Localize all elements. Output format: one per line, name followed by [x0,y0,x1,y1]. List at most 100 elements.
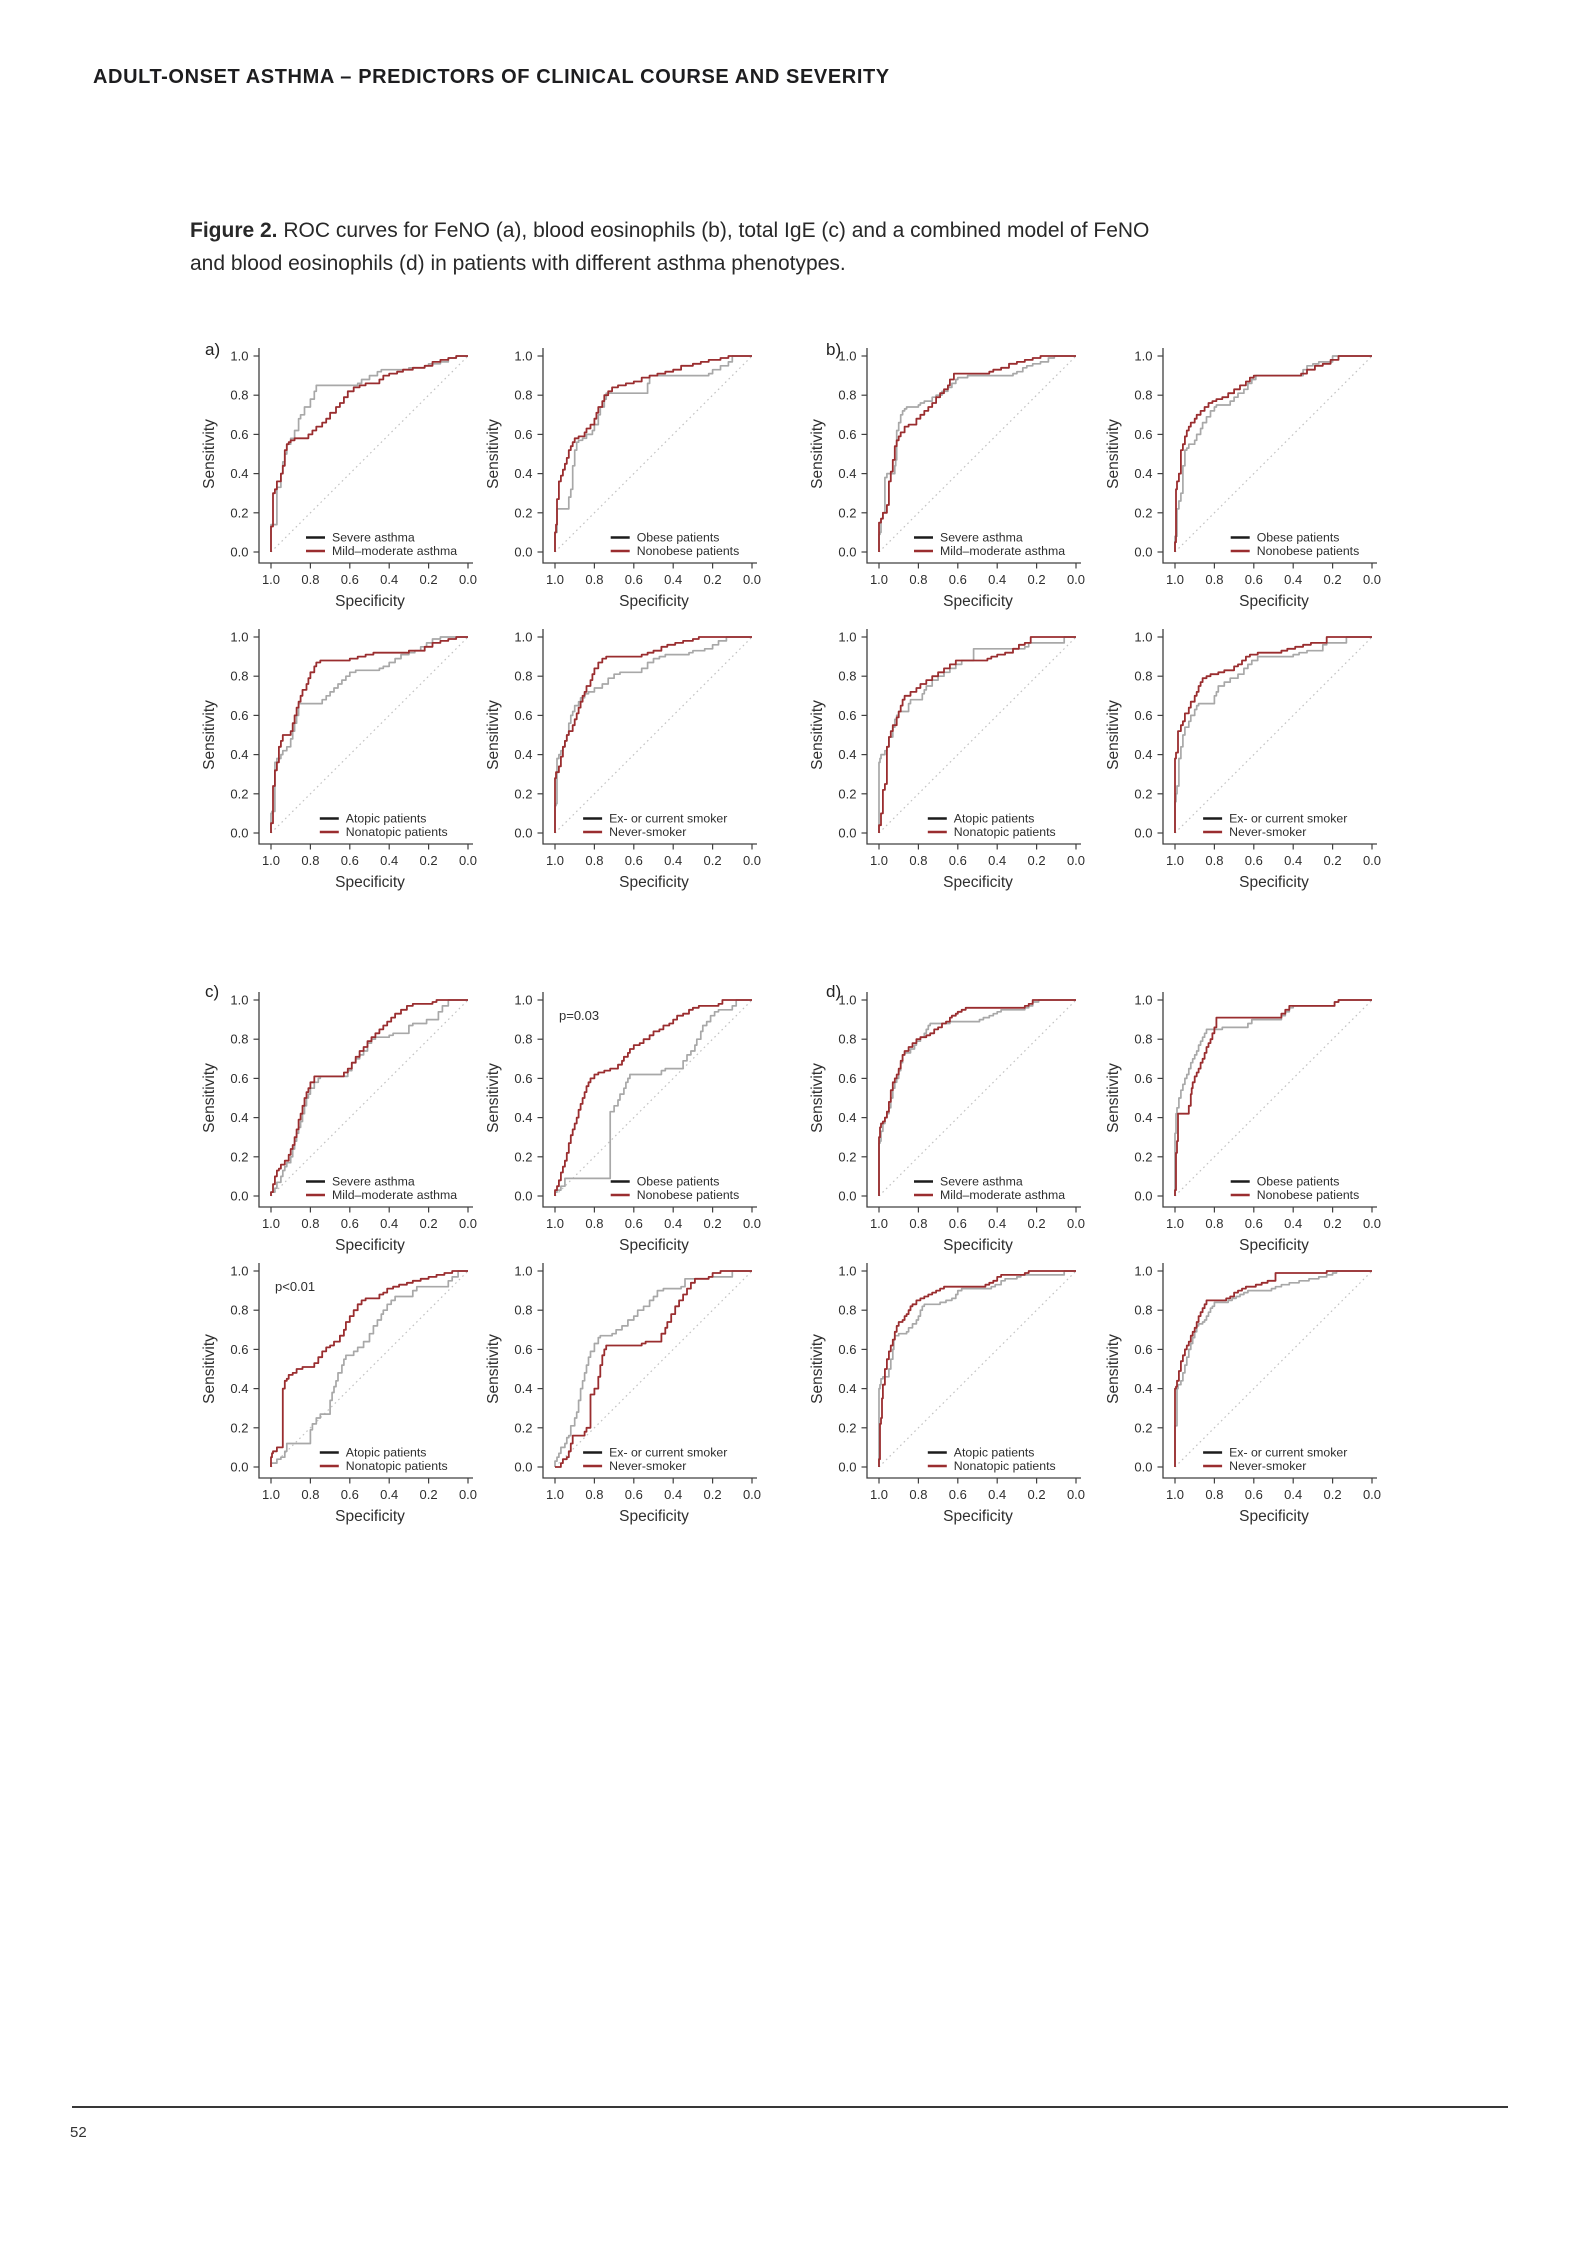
roc-plot-d-bottom-left: 0.0 0.2 0.4 0.6 0.8 1.0 1.0 0.8 0.6 0.4 0.2 0.0 Spec… [797,1251,1097,1529]
svg-text:0.6: 0.6 [230,1342,248,1357]
svg-text:0.0: 0.0 [514,1189,532,1204]
svg-text:0.0: 0.0 [230,826,248,841]
svg-text:0.4: 0.4 [380,1487,398,1502]
svg-text:0.8: 0.8 [1205,572,1223,587]
legend-label-1: Obese patients [1257,1175,1340,1189]
svg-text:0.8: 0.8 [838,669,856,684]
axes: 0.0 0.2 0.4 0.6 0.8 1.0 1.0 0.8 0.6 0.4 0.2 0.0 [230,348,477,587]
roc-curve-group1 [878,999,1076,1196]
svg-text:0.2: 0.2 [1134,786,1152,801]
legend-label-1: Obese patients [637,531,720,545]
panel-label-a: a) [205,340,221,359]
svg-text:1.0: 1.0 [870,1216,888,1231]
svg-text:0.6: 0.6 [1245,1487,1263,1502]
roc-curve-group2 [1174,636,1372,833]
axes: 0.0 0.2 0.4 0.6 0.8 1.0 1.0 0.8 0.6 0.4 0.2 0.0 [1134,629,1381,868]
svg-text:0.0: 0.0 [838,1189,856,1204]
svg-text:0.4: 0.4 [664,853,682,868]
page-number: 52 [70,2124,87,2141]
svg-text:0.0: 0.0 [1363,1216,1381,1231]
svg-text:0.6: 0.6 [514,1071,532,1086]
svg-text:1.0: 1.0 [514,630,532,645]
figure-label: Figure 2. [190,219,278,242]
legend-label-2: Mild–moderate asthma [940,544,1065,558]
svg-text:1.0: 1.0 [262,1487,280,1502]
y-axis-label: Sensitivity [1105,1063,1122,1133]
roc-curve-group2 [555,1270,752,1468]
legend-label-1: Atopic patients [954,812,1035,826]
svg-text:0.6: 0.6 [1134,427,1152,442]
svg-text:1.0: 1.0 [838,993,856,1008]
svg-text:0.8: 0.8 [1134,669,1152,684]
roc-curve-group2 [270,355,468,552]
roc-curve-group2 [270,999,468,1196]
svg-text:0.2: 0.2 [1134,1149,1152,1164]
svg-text:0.8: 0.8 [585,1216,603,1231]
roc-plot-c-bottom-left: 0.0 0.2 0.4 0.6 0.8 1.0 1.0 0.8 0.6 0.4 0.2 0.0 Spec… [189,1251,489,1529]
svg-text:0.8: 0.8 [514,669,532,684]
svg-text:0.6: 0.6 [1134,1342,1152,1357]
svg-text:0.4: 0.4 [230,1381,248,1396]
running-head: ADULT-ONSET ASTHMA – PREDICTORS OF CLINI… [93,66,890,88]
panel-label-d: d) [826,982,842,1001]
legend-label-2: Nonobese patients [637,544,740,558]
legend-label-2: Never-smoker [1229,1459,1306,1473]
svg-text:0.4: 0.4 [380,853,398,868]
svg-text:0.8: 0.8 [838,388,856,403]
legend-label-2: Nonatopic patients [346,825,448,839]
chance-diagonal [554,636,753,834]
y-axis-label: Sensitivity [485,419,502,489]
svg-text:0.2: 0.2 [838,505,856,520]
legend-label-1: Ex- or current smoker [609,812,727,826]
svg-text:0.0: 0.0 [1363,572,1381,587]
svg-text:0.0: 0.0 [1363,1487,1381,1502]
x-axis-label: Specificity [335,1237,405,1254]
svg-text:1.0: 1.0 [1134,1264,1152,1279]
svg-text:0.8: 0.8 [514,1303,532,1318]
roc-plot-d-bottom-right: 0.0 0.2 0.4 0.6 0.8 1.0 1.0 0.8 0.6 0.4 0.2 0.0 Spec… [1093,1251,1393,1529]
svg-text:0.4: 0.4 [1134,1381,1152,1396]
svg-text:0.6: 0.6 [625,572,643,587]
x-axis-label: Specificity [619,874,689,891]
svg-text:0.4: 0.4 [514,466,532,481]
roc-plot-b-bottom-left: 0.0 0.2 0.4 0.6 0.8 1.0 1.0 0.8 0.6 0.4 0.2 0.0 Spec… [797,617,1097,895]
svg-text:0.8: 0.8 [230,669,248,684]
svg-text:0.2: 0.2 [514,1149,532,1164]
p-value-annotation: p=0.03 [559,1008,599,1023]
svg-text:0.6: 0.6 [949,1487,967,1502]
svg-text:1.0: 1.0 [546,572,564,587]
svg-text:0.2: 0.2 [230,1149,248,1164]
svg-text:1.0: 1.0 [1134,349,1152,364]
roc-curve-group2 [554,999,752,1196]
svg-text:1.0: 1.0 [262,853,280,868]
roc-plot-a-bottom-left: 0.0 0.2 0.4 0.6 0.8 1.0 1.0 0.8 0.6 0.4 0.2 0.0 Spec… [189,617,489,895]
svg-text:0.4: 0.4 [230,747,248,762]
svg-text:0.4: 0.4 [380,1216,398,1231]
svg-text:0.6: 0.6 [341,1216,359,1231]
legend-label-2: Nonatopic patients [954,1459,1056,1473]
roc-curve-group1 [1174,999,1372,1196]
svg-text:0.4: 0.4 [1134,1110,1152,1125]
legend-label-1: Severe asthma [940,1175,1023,1189]
y-axis-label: Sensitivity [809,700,826,770]
svg-text:0.0: 0.0 [838,826,856,841]
legend-label-2: Mild–moderate asthma [332,1188,457,1202]
axes: 0.0 0.2 0.4 0.6 0.8 1.0 1.0 0.8 0.6 0.4 0.2 0.0 [514,348,761,587]
x-axis-label: Specificity [1239,874,1309,891]
svg-text:0.4: 0.4 [1284,1487,1302,1502]
svg-text:0.6: 0.6 [625,1216,643,1231]
svg-text:0.6: 0.6 [838,1071,856,1086]
svg-text:0.6: 0.6 [838,708,856,723]
chance-diagonal [1174,355,1373,553]
axes: 0.0 0.2 0.4 0.6 0.8 1.0 1.0 0.8 0.6 0.4 0.2 0.0 [514,629,761,868]
legend-label-1: Ex- or current smoker [1229,1446,1347,1460]
svg-text:0.2: 0.2 [1324,853,1342,868]
roc-curve-group1 [270,999,468,1196]
